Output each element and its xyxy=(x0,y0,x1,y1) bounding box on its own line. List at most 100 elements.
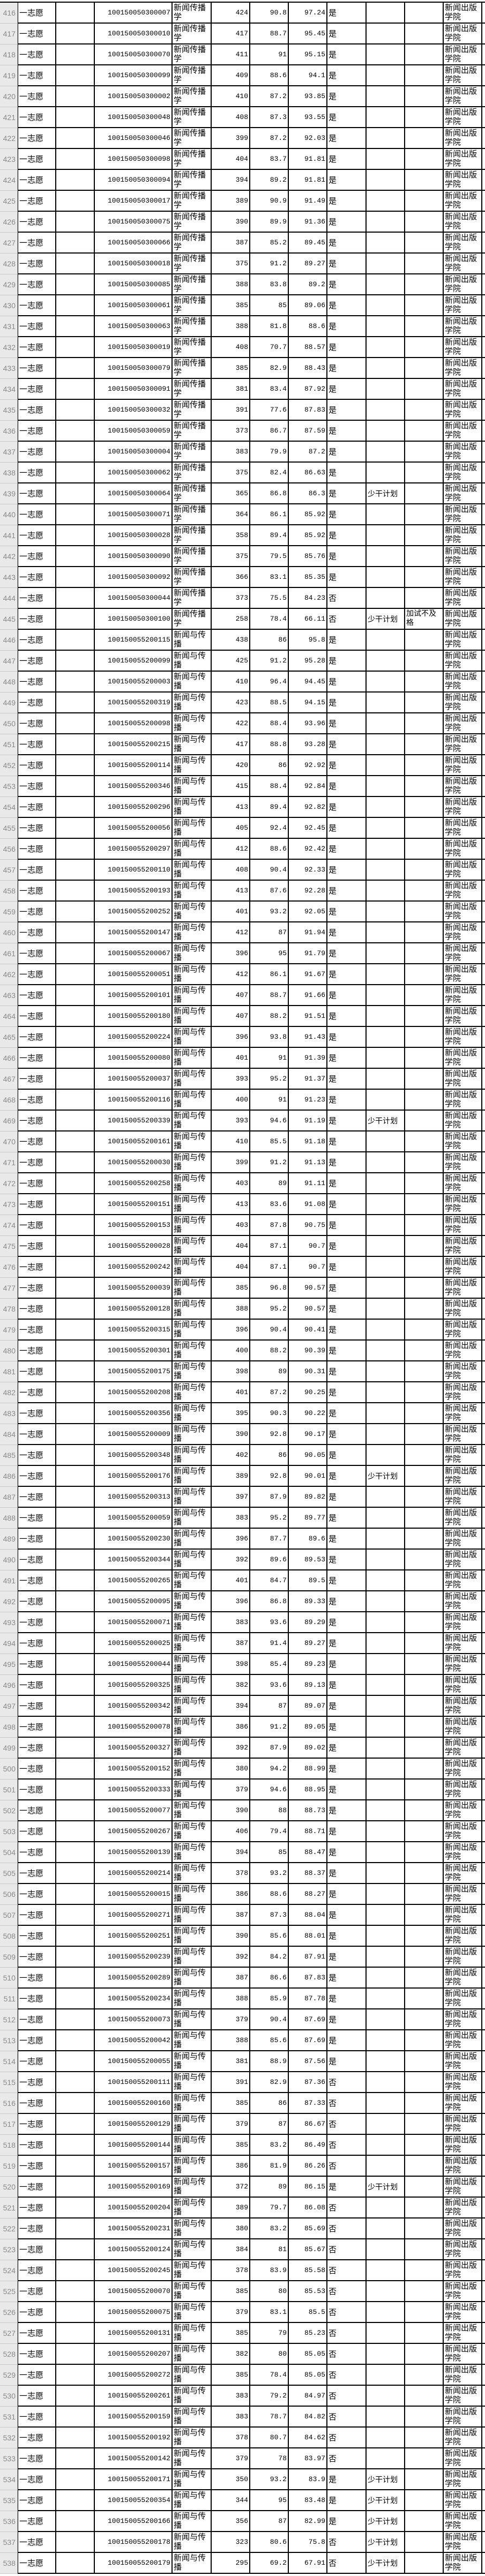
retest-score-cell[interactable]: 87.2 xyxy=(250,128,289,148)
plan-cell[interactable] xyxy=(367,1341,405,1360)
initial-score-cell[interactable]: 422 xyxy=(212,713,250,733)
blank-cell[interactable] xyxy=(56,609,95,629)
initial-score-cell[interactable]: 385 xyxy=(212,2323,250,2343)
total-score-cell[interactable]: 88.6 xyxy=(289,316,327,336)
major-cell[interactable]: 新闻传播学 xyxy=(173,316,212,336)
retest-score-cell[interactable]: 85.4 xyxy=(250,1654,289,1674)
blank-cell[interactable] xyxy=(56,1341,95,1360)
row-header[interactable]: 462 xyxy=(0,964,18,985)
choice-cell[interactable]: 一志愿 xyxy=(18,902,56,921)
admitted-cell[interactable]: 是 xyxy=(327,1612,367,1632)
row-header[interactable]: 436 xyxy=(0,421,18,442)
college-cell[interactable]: 新闻出版学院 xyxy=(444,2072,482,2092)
candidate-id-cell[interactable]: 100150050300019 xyxy=(95,337,173,357)
row-header[interactable]: 438 xyxy=(0,463,18,483)
choice-cell[interactable]: 一志愿 xyxy=(18,2156,56,2176)
total-score-cell[interactable]: 92.45 xyxy=(289,818,327,838)
retest-score-cell[interactable]: 89.4 xyxy=(250,525,289,545)
choice-cell[interactable]: 一志愿 xyxy=(18,2114,56,2134)
choice-cell[interactable]: 一志愿 xyxy=(18,1738,56,1758)
blank-cell[interactable] xyxy=(56,1194,95,1214)
admitted-cell[interactable]: 是 xyxy=(327,233,367,252)
row-header[interactable]: 435 xyxy=(0,400,18,421)
choice-cell[interactable]: 一志愿 xyxy=(18,379,56,399)
college-cell[interactable]: 新闻出版学院 xyxy=(444,1738,482,1758)
total-score-cell[interactable]: 87.83 xyxy=(289,400,327,420)
choice-cell[interactable]: 一志愿 xyxy=(18,651,56,671)
college-cell[interactable]: 新闻出版学院 xyxy=(444,2344,482,2364)
blank-cell[interactable] xyxy=(56,1633,95,1653)
initial-score-cell[interactable]: 413 xyxy=(212,1194,250,1214)
remark-cell[interactable] xyxy=(405,2344,444,2364)
blank-cell[interactable] xyxy=(56,1759,95,1778)
row-header[interactable]: 494 xyxy=(0,1633,18,1654)
candidate-id-cell[interactable]: 100150055200231 xyxy=(95,2218,173,2238)
remark-cell[interactable] xyxy=(405,1131,444,1151)
plan-cell[interactable] xyxy=(367,2135,405,2155)
choice-cell[interactable]: 一志愿 xyxy=(18,1194,56,1214)
remark-cell[interactable] xyxy=(405,442,444,461)
remark-cell[interactable] xyxy=(405,295,444,315)
college-cell[interactable]: 新闻出版学院 xyxy=(444,1696,482,1716)
major-cell[interactable]: 新闻与传播 xyxy=(173,734,212,754)
retest-score-cell[interactable]: 87.2 xyxy=(250,1382,289,1402)
initial-score-cell[interactable]: 385 xyxy=(212,2281,250,2301)
choice-cell[interactable]: 一志愿 xyxy=(18,1821,56,1841)
row-header[interactable]: 499 xyxy=(0,1738,18,1759)
admitted-cell[interactable]: 否 xyxy=(327,2553,367,2573)
total-score-cell[interactable]: 90.05 xyxy=(289,1445,327,1465)
major-cell[interactable]: 新闻传播学 xyxy=(173,44,212,64)
blank-cell[interactable] xyxy=(56,1989,95,2008)
college-cell[interactable]: 新闻出版学院 xyxy=(444,2009,482,2029)
plan-cell[interactable] xyxy=(367,191,405,211)
row-header[interactable]: 425 xyxy=(0,191,18,212)
major-cell[interactable]: 新闻与传播 xyxy=(173,1215,212,1235)
choice-cell[interactable]: 一志愿 xyxy=(18,1257,56,1277)
initial-score-cell[interactable]: 385 xyxy=(212,295,250,315)
choice-cell[interactable]: 一志愿 xyxy=(18,546,56,566)
remark-cell[interactable] xyxy=(405,693,444,712)
remark-cell[interactable] xyxy=(405,107,444,127)
remark-cell[interactable] xyxy=(405,2386,444,2406)
major-cell[interactable]: 新闻与传播 xyxy=(173,1591,212,1611)
plan-cell[interactable] xyxy=(367,1905,405,1925)
row-header[interactable]: 503 xyxy=(0,1821,18,1842)
row-header[interactable]: 492 xyxy=(0,1591,18,1612)
row-header[interactable]: 501 xyxy=(0,1780,18,1800)
major-cell[interactable]: 新闻传播学 xyxy=(173,107,212,127)
admitted-cell[interactable]: 否 xyxy=(327,2281,367,2301)
choice-cell[interactable]: 一志愿 xyxy=(18,985,56,1005)
major-cell[interactable]: 新闻与传播 xyxy=(173,1550,212,1569)
admitted-cell[interactable]: 是 xyxy=(327,1570,367,1590)
admitted-cell[interactable]: 否 xyxy=(327,2114,367,2134)
major-cell[interactable]: 新闻与传播 xyxy=(173,1654,212,1674)
plan-cell[interactable] xyxy=(367,943,405,963)
initial-score-cell[interactable]: 382 xyxy=(212,2344,250,2364)
college-cell[interactable]: 新闻出版学院 xyxy=(444,567,482,587)
plan-cell[interactable]: 少干计划 xyxy=(367,2553,405,2573)
initial-score-cell[interactable]: 397 xyxy=(212,1487,250,1507)
choice-cell[interactable]: 一志愿 xyxy=(18,1842,56,1862)
remark-cell[interactable] xyxy=(405,525,444,545)
college-cell[interactable]: 新闻出版学院 xyxy=(444,1612,482,1632)
admitted-cell[interactable]: 是 xyxy=(327,1111,367,1130)
candidate-id-cell[interactable]: 100150055200342 xyxy=(95,1696,173,1716)
choice-cell[interactable]: 一志愿 xyxy=(18,588,56,608)
row-header[interactable]: 422 xyxy=(0,128,18,149)
admitted-cell[interactable]: 是 xyxy=(327,421,367,441)
blank-cell[interactable] xyxy=(56,1006,95,1026)
retest-score-cell[interactable]: 81.9 xyxy=(250,2156,289,2176)
plan-cell[interactable] xyxy=(367,2260,405,2280)
major-cell[interactable]: 新闻与传播 xyxy=(173,1800,212,1820)
major-cell[interactable]: 新闻与传播 xyxy=(173,1341,212,1360)
blank-cell[interactable] xyxy=(56,1550,95,1569)
blank-cell[interactable] xyxy=(56,24,95,43)
admitted-cell[interactable]: 是 xyxy=(327,546,367,566)
admitted-cell[interactable]: 是 xyxy=(327,922,367,942)
college-cell[interactable]: 新闻出版学院 xyxy=(444,1654,482,1674)
retest-score-cell[interactable]: 85.6 xyxy=(250,1926,289,1946)
total-score-cell[interactable]: 92.84 xyxy=(289,776,327,796)
initial-score-cell[interactable]: 373 xyxy=(212,421,250,441)
admitted-cell[interactable]: 否 xyxy=(327,2302,367,2322)
candidate-id-cell[interactable]: 100150055200059 xyxy=(95,1508,173,1528)
